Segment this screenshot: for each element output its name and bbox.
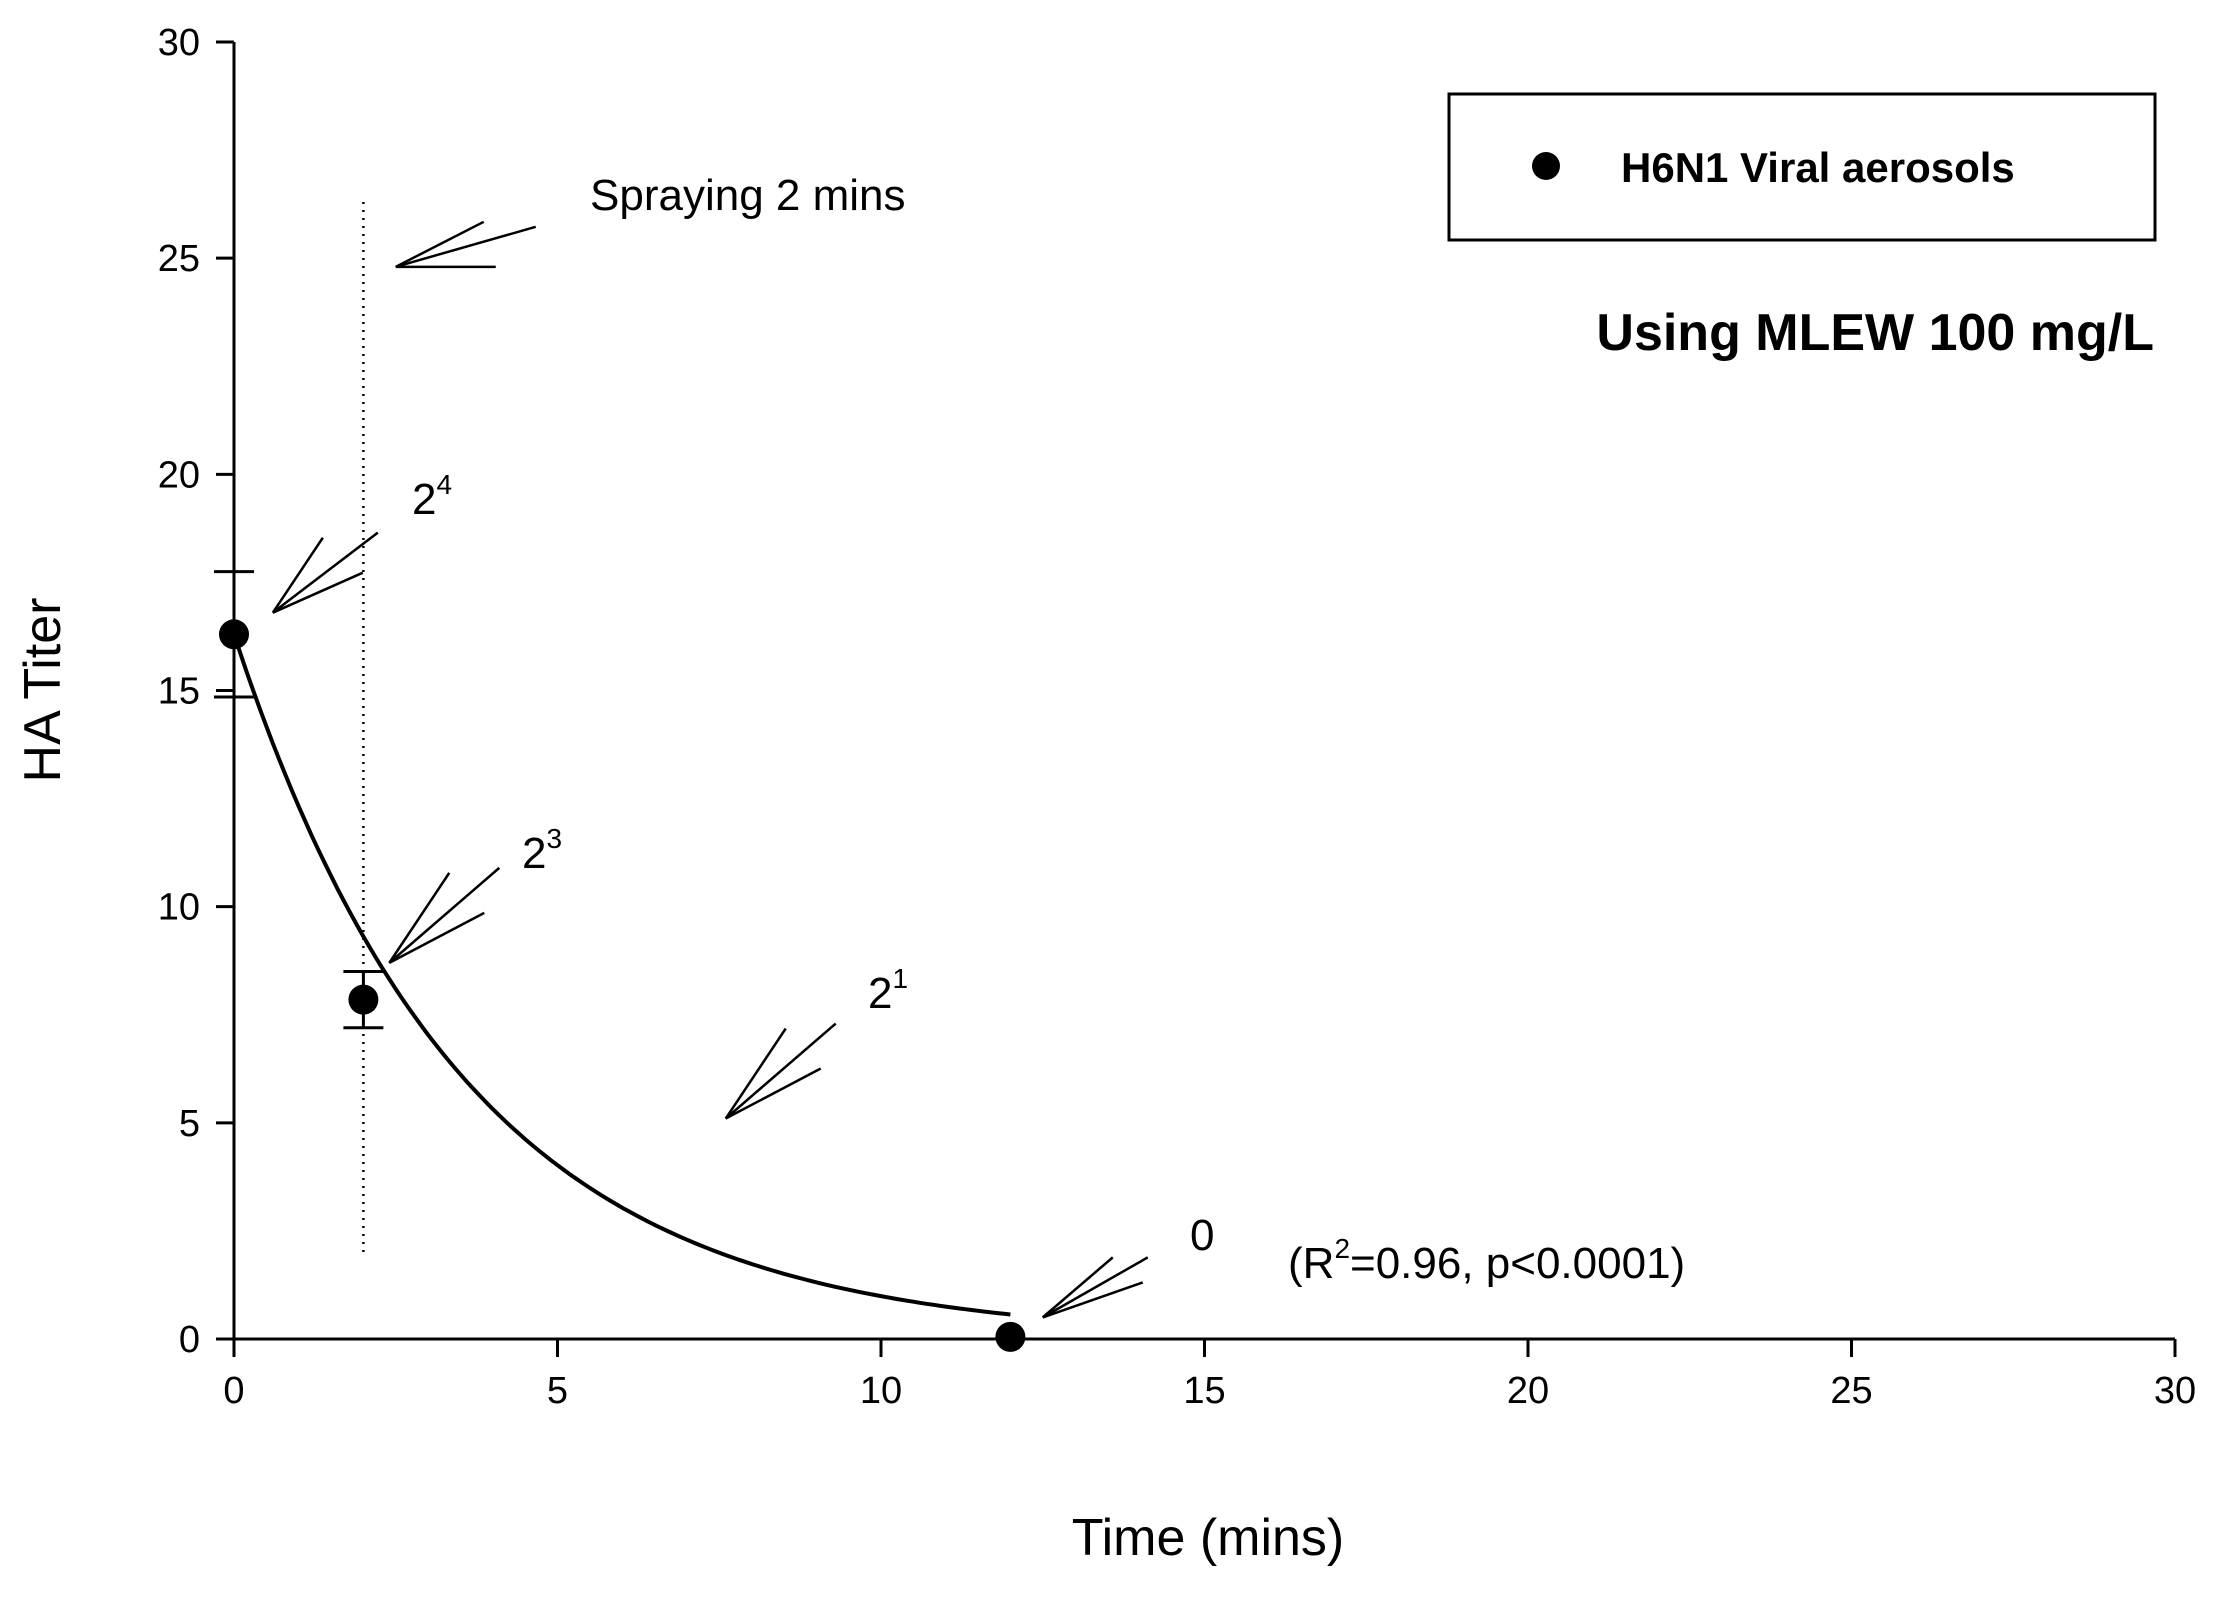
x-tick-label: 10 — [860, 1370, 902, 1412]
annotation-2-1-exp: 1 — [892, 963, 908, 994]
legend-box — [1447, 92, 2157, 242]
annotation-2-4-base: 2 — [412, 475, 436, 524]
annotation-2-1: 21 — [868, 963, 908, 1018]
annotation-2-3-exp: 3 — [546, 823, 562, 854]
fit-stats-post: =0.96, p<0.0001) — [1350, 1239, 1685, 1288]
arrow-shaft — [1042, 1256, 1149, 1319]
y-tick-label: 20 — [158, 454, 200, 496]
y-tick-label: 30 — [158, 22, 200, 64]
legend-marker — [1532, 152, 1560, 180]
data-point — [348, 984, 379, 1015]
arrow-t0 — [271, 531, 379, 614]
arrow-shaft — [272, 531, 379, 614]
x-tick-label: 30 — [2154, 1370, 2196, 1412]
legend-label: H6N1 Viral aerosols — [1621, 144, 2015, 191]
annotation-spraying: Spraying 2 mins — [590, 171, 905, 220]
annotation-2-1-base: 2 — [868, 969, 892, 1018]
x-tick-label: 0 — [223, 1370, 244, 1412]
annotation-2-3-base: 2 — [522, 829, 546, 878]
x-tick-label: 20 — [1507, 1370, 1549, 1412]
x-tick-label: 25 — [1830, 1370, 1872, 1412]
x-tick-label: 15 — [1183, 1370, 1225, 1412]
arrow-mid — [724, 1022, 837, 1120]
y-tick-label: 5 — [179, 1103, 200, 1145]
arrow-shaft — [724, 1022, 837, 1120]
data-point — [995, 1321, 1026, 1352]
fit-stats: (R2=0.96, p<0.0001) — [1288, 1233, 1685, 1288]
fit-curve — [232, 633, 1011, 1317]
x-axis-title: Time (mins) — [1072, 1509, 1345, 1567]
arrow-barb — [725, 1067, 822, 1120]
arrow-barb — [724, 1027, 787, 1120]
arrow-barb — [271, 536, 324, 614]
arrow-barb — [388, 872, 451, 964]
arrow-shaft — [395, 225, 537, 269]
annotation-arrows — [271, 220, 1149, 1319]
y-tick-label: 15 — [158, 671, 200, 713]
arrow-shaft — [388, 866, 501, 964]
data-point — [219, 619, 249, 650]
y-tick-label: 10 — [158, 887, 200, 929]
y-tick-label: 0 — [179, 1319, 200, 1361]
data-points — [219, 619, 1026, 1352]
y-axis-title: HA Titer — [14, 598, 72, 783]
arrow-t12 — [1041, 1256, 1149, 1319]
x-tick-label: 5 — [547, 1370, 568, 1412]
annotation-2-4: 24 — [412, 469, 452, 524]
fit-stats-sup: 2 — [1334, 1233, 1350, 1264]
annotation-0: 0 — [1190, 1211, 1214, 1260]
arrow-spray — [395, 220, 537, 269]
fit-stats-pre: (R — [1288, 1239, 1334, 1288]
arrow-t2 — [388, 866, 501, 964]
subtitle: Using MLEW 100 mg/L — [1596, 304, 2154, 362]
y-tick-label: 25 — [158, 238, 200, 280]
annotation-0-base: 0 — [1190, 1211, 1214, 1260]
arrow-barb — [395, 220, 485, 268]
arrow-barb — [1041, 1256, 1114, 1319]
arrow-barb — [1042, 1281, 1144, 1319]
arrow-barb — [272, 571, 364, 614]
arrow-barb — [388, 911, 485, 964]
annotation-2-3: 23 — [522, 823, 562, 878]
annotation-2-4-exp: 4 — [436, 469, 452, 500]
